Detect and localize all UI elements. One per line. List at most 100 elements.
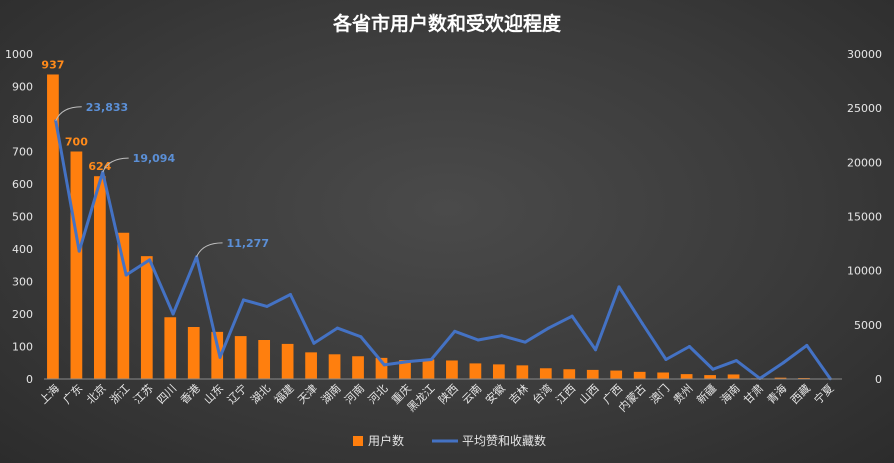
line-point-内蒙古 — [641, 322, 644, 326]
bar-澳门 — [657, 372, 670, 379]
x-tick-label: 吉林 — [506, 381, 531, 406]
left-axis-tick: 800 — [12, 113, 33, 126]
x-tick-label: 山西 — [577, 382, 602, 407]
left-axis-tick: 400 — [12, 243, 33, 256]
chart-title: 各省市用户数和受欢迎程度 — [332, 12, 562, 35]
x-tick-label: 江西 — [553, 382, 578, 407]
x-tick-label: 澳门 — [647, 381, 672, 406]
x-tick-label: 海南 — [717, 381, 742, 406]
x-tick-label: 内蒙古 — [615, 381, 648, 414]
left-axis-tick: 600 — [12, 178, 33, 191]
line-series — [54, 119, 832, 381]
x-tick-label: 天津 — [295, 382, 320, 407]
right-axis: 0 5000 10000 15000 20000 25000 30000 — [847, 48, 882, 386]
bar-贵州 — [680, 374, 693, 379]
bar-浙江 — [117, 232, 130, 379]
bar-series — [47, 74, 834, 379]
right-axis-tick: 15000 — [847, 211, 882, 224]
x-tick-label: 福建 — [271, 381, 296, 406]
line-point-湖南 — [335, 326, 339, 330]
x-tick-label: 上海 — [36, 381, 61, 406]
x-tick-label: 浙江 — [108, 382, 133, 407]
bar-四川 — [164, 317, 177, 379]
bar-重庆 — [399, 360, 411, 379]
line-point-台湾 — [547, 326, 551, 330]
x-tick-label: 陕西 — [435, 381, 460, 406]
bar-云南 — [469, 363, 482, 379]
bar-陕西 — [446, 360, 458, 379]
line-label-leader — [55, 106, 82, 122]
x-tick-label: 贵州 — [671, 382, 696, 407]
x-tick-label: 河南 — [342, 382, 367, 407]
left-axis-tick: 1000 — [5, 48, 33, 61]
bar-台湾 — [539, 368, 552, 379]
x-tick-label: 甘肃 — [741, 382, 766, 407]
x-tick-label: 四川 — [154, 382, 179, 407]
bar-河北 — [375, 357, 388, 379]
left-axis-tick: 200 — [12, 308, 33, 321]
line-point-黑龙江 — [429, 358, 433, 361]
line-data-label: 23,833 — [86, 101, 128, 114]
x-tick-label: 宁夏 — [811, 381, 836, 406]
line-point-新疆 — [711, 367, 715, 371]
bar-data-label: 700 — [65, 136, 88, 149]
line-point-广东 — [77, 249, 81, 253]
bar-青海 — [774, 377, 787, 379]
legend: 用户数 平均赞和收藏数 — [353, 433, 546, 448]
bar-北京 — [93, 176, 106, 379]
bar-山东 — [211, 331, 224, 379]
legend-label-bar: 用户数 — [368, 433, 404, 448]
x-tick-label: 湖南 — [319, 382, 344, 407]
x-tick-label: 云南 — [460, 382, 485, 407]
x-tick-label: 江苏 — [131, 382, 156, 407]
bar-黑龙江 — [422, 359, 435, 379]
left-axis: 0 100 200 300 400 500 600 700 800 900 1000 — [5, 48, 33, 386]
line-point-河北 — [382, 363, 386, 367]
x-tick-label: 河北 — [366, 382, 391, 407]
x-tick-label: 香港 — [178, 382, 203, 407]
line-label-leader — [196, 242, 223, 258]
bar-湖北 — [258, 340, 271, 379]
line-point-江苏 — [148, 258, 152, 262]
line-point-吉林 — [523, 340, 527, 344]
bar-广西 — [610, 370, 623, 379]
line-point-甘肃 — [758, 376, 762, 380]
bar-内蒙古 — [633, 371, 646, 379]
bar-福建 — [281, 343, 294, 379]
line-point-浙江 — [124, 273, 128, 277]
bar-江苏 — [140, 256, 153, 379]
bar-data-label: 937 — [41, 58, 64, 71]
bar-广东 — [70, 151, 83, 379]
line-point-广西 — [617, 285, 621, 289]
line-point-安徽 — [500, 334, 504, 338]
right-axis-tick: 0 — [875, 373, 882, 386]
x-tick-label: 北京 — [83, 381, 108, 406]
line-point-山东 — [218, 355, 222, 359]
bar-天津 — [305, 352, 317, 379]
x-tick-label: 西藏 — [788, 382, 813, 407]
left-axis-tick: 0 — [26, 373, 33, 386]
right-axis-tick: 25000 — [847, 102, 882, 115]
x-tick-label: 山东 — [201, 382, 226, 407]
left-axis-tick: 100 — [12, 341, 33, 354]
x-tick-label: 湖北 — [248, 382, 273, 407]
bar-安徽 — [492, 364, 505, 379]
bar-河南 — [352, 356, 364, 379]
bar-香港 — [187, 327, 200, 379]
bar-江西 — [563, 369, 576, 379]
left-axis-tick: 900 — [12, 81, 33, 94]
bar-山西 — [586, 369, 599, 379]
line-point-陕西 — [453, 329, 457, 333]
x-tick-label: 辽宁 — [224, 381, 249, 406]
line-point-云南 — [476, 338, 480, 342]
line-data-label: 19,094 — [133, 152, 176, 165]
line-point-山西 — [594, 348, 598, 352]
line-point-河南 — [359, 335, 363, 339]
right-axis-tick: 5000 — [854, 319, 882, 332]
x-tick-label: 台湾 — [529, 381, 554, 406]
x-tick-label: 青海 — [764, 381, 789, 406]
line-point-重庆 — [406, 360, 410, 364]
x-tick-label: 黑龙江 — [405, 382, 438, 415]
